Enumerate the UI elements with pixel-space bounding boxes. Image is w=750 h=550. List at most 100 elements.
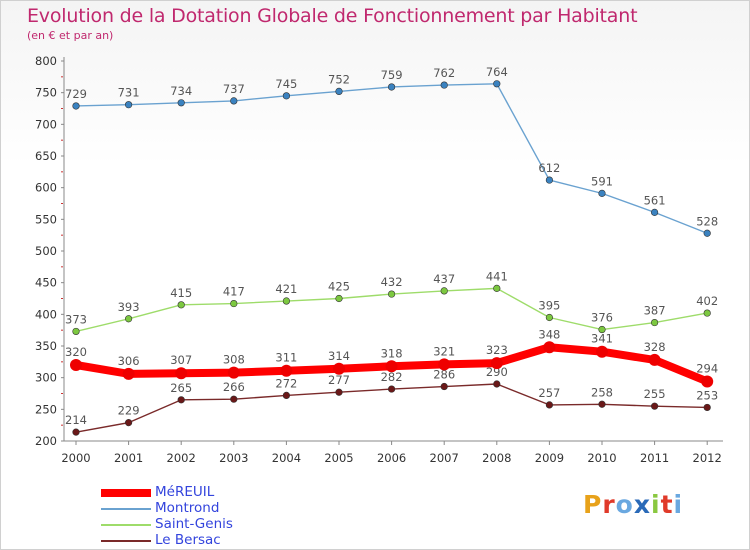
x-tick-label: 2002 — [167, 451, 196, 465]
legend-swatch — [101, 524, 151, 526]
chart-title: Evolution de la Dotation Globale de Fonc… — [27, 5, 638, 27]
data-label-montrond: 731 — [118, 86, 140, 100]
data-point-le-bersac — [177, 396, 185, 404]
data-label-m-reuil: 311 — [275, 351, 297, 365]
y-tick-label: 650 — [35, 149, 57, 163]
y-tick-label: 350 — [35, 339, 57, 353]
data-label-saint-genis: 441 — [486, 269, 508, 283]
y-tick-label: 800 — [35, 54, 57, 68]
x-tick-label: 2012 — [693, 451, 722, 465]
data-point-montrond — [440, 81, 448, 89]
x-tick-label: 2011 — [640, 451, 669, 465]
data-label-le-bersac: 257 — [538, 386, 560, 400]
series-m-reuil: 320 306 307 308 311 314 318 321 323 348 341 328 294 — [65, 327, 718, 388]
data-label-m-reuil: 307 — [170, 353, 192, 367]
data-label-montrond: 528 — [696, 214, 718, 228]
data-point-le-bersac — [124, 419, 133, 427]
data-point-montrond — [388, 83, 396, 91]
data-point-montrond — [72, 102, 80, 110]
data-label-le-bersac: 290 — [486, 365, 508, 379]
logo-letter: x — [633, 490, 651, 519]
legend-label: Montrond — [155, 500, 220, 516]
data-point-saint-genis — [440, 287, 448, 295]
data-point-m-reuil — [385, 360, 398, 373]
x-tick-label: 2004 — [272, 451, 301, 465]
data-label-m-reuil: 308 — [223, 353, 245, 367]
data-label-montrond: 734 — [170, 84, 192, 98]
data-label-m-reuil: 323 — [486, 343, 508, 357]
data-point-le-bersac — [650, 402, 659, 410]
data-label-saint-genis: 421 — [275, 282, 297, 296]
data-point-le-bersac — [72, 428, 80, 436]
y-tick-label: 450 — [35, 276, 57, 290]
data-label-m-reuil: 320 — [65, 345, 87, 359]
series-line-montrond — [75, 83, 708, 234]
data-label-m-reuil: 306 — [118, 354, 140, 368]
legend-item-montrond: Montrond — [101, 500, 301, 517]
data-point-saint-genis — [124, 315, 133, 323]
y-tick-label: 300 — [35, 371, 57, 385]
data-point-montrond — [493, 80, 501, 88]
data-point-le-bersac — [335, 388, 343, 396]
data-label-saint-genis: 395 — [538, 299, 560, 313]
data-label-saint-genis: 415 — [170, 286, 192, 300]
data-label-montrond: 759 — [381, 68, 403, 82]
data-label-le-bersac: 272 — [275, 376, 297, 390]
data-point-le-bersac — [703, 403, 711, 412]
data-point-m-reuil — [280, 364, 293, 377]
legend-label: Saint-Genis — [155, 516, 233, 532]
data-point-le-bersac — [230, 395, 238, 403]
y-tick-label: 550 — [35, 212, 57, 226]
data-label-saint-genis: 437 — [433, 272, 455, 286]
data-point-montrond — [545, 176, 554, 184]
data-label-montrond: 591 — [591, 174, 613, 188]
data-point-saint-genis — [230, 299, 238, 308]
legend-swatch — [101, 508, 151, 510]
x-tick-label: 2008 — [482, 451, 511, 465]
data-label-le-bersac: 258 — [591, 385, 613, 399]
data-point-saint-genis — [650, 318, 659, 327]
logo-letter: i — [673, 490, 684, 519]
x-tick-label: 2010 — [587, 451, 616, 465]
data-label-montrond: 612 — [538, 161, 560, 175]
x-tick-label: 2007 — [430, 451, 459, 465]
data-label-saint-genis: 387 — [644, 304, 666, 318]
data-label-saint-genis: 432 — [381, 275, 403, 289]
chart-subtitle: (en € et par an) — [27, 29, 114, 42]
legend-label: Le Bersac — [155, 532, 221, 548]
x-tick-label: 2005 — [324, 451, 353, 465]
data-label-le-bersac: 277 — [328, 373, 350, 387]
data-point-le-bersac — [493, 380, 501, 388]
data-label-m-reuil: 294 — [696, 361, 718, 375]
data-label-le-bersac: 253 — [696, 388, 718, 402]
data-point-m-reuil — [596, 345, 608, 358]
data-point-saint-genis — [388, 290, 396, 298]
y-tick-label: 200 — [35, 434, 57, 448]
data-point-m-reuil — [543, 341, 556, 354]
series-saint-genis: 373 393 415 417 421 425 432 437 441 395 376 387 402 — [65, 269, 718, 336]
data-label-saint-genis: 425 — [328, 280, 350, 294]
legend-swatch — [101, 489, 151, 497]
x-tick-label: 2003 — [219, 451, 248, 465]
data-point-montrond — [282, 92, 291, 100]
logo-letter: r — [602, 490, 616, 519]
data-point-m-reuil — [175, 367, 188, 380]
logo-letter: i — [651, 490, 661, 519]
data-point-le-bersac — [598, 400, 606, 408]
data-point-m-reuil — [490, 357, 503, 370]
y-tick-label: 600 — [35, 181, 57, 195]
data-label-montrond: 762 — [433, 66, 455, 80]
data-label-saint-genis: 373 — [65, 312, 87, 326]
data-point-saint-genis — [703, 309, 711, 317]
data-point-m-reuil — [438, 358, 451, 371]
data-label-saint-genis: 402 — [696, 294, 718, 308]
x-tick-label: 2009 — [535, 451, 564, 465]
data-point-saint-genis — [493, 284, 501, 292]
data-point-montrond — [177, 99, 185, 107]
data-label-m-reuil: 328 — [644, 340, 666, 354]
data-label-le-bersac: 214 — [65, 413, 87, 427]
data-label-le-bersac: 265 — [170, 381, 192, 395]
data-label-saint-genis: 393 — [118, 300, 140, 314]
